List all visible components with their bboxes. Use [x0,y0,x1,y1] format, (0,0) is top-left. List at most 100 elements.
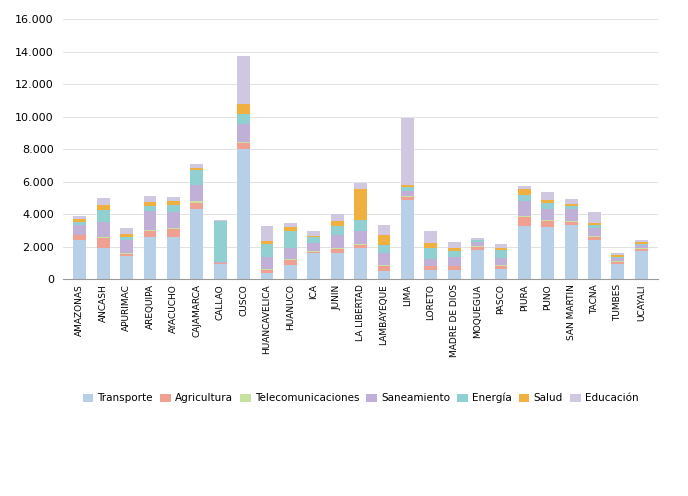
Bar [612,264,625,279]
Bar [261,273,273,279]
Bar [167,201,180,204]
Bar [120,256,133,279]
Bar [518,186,530,189]
Bar [588,228,601,236]
Bar [471,242,484,246]
Bar [565,199,578,204]
Bar [144,210,156,230]
Bar [518,201,530,216]
Bar [378,253,390,265]
Bar [167,204,180,212]
Bar [635,249,648,251]
Bar [424,270,437,279]
Bar [191,164,203,169]
Bar [191,169,203,170]
Bar [448,257,460,265]
Bar [74,219,86,222]
Bar [612,261,625,262]
Bar [120,240,133,253]
Bar [541,220,554,221]
Bar [191,203,203,209]
Bar [74,235,86,236]
Bar [565,209,578,221]
Bar [144,206,156,210]
Bar [565,206,578,209]
Bar [120,253,133,256]
Bar [237,114,250,124]
Bar [354,245,367,248]
Bar [471,247,484,250]
Bar [284,223,297,227]
Bar [588,236,601,237]
Bar [261,257,273,269]
Bar [518,227,530,279]
Bar [635,242,648,244]
Bar [635,251,648,279]
Bar [261,227,273,241]
Bar [378,271,390,279]
Bar [588,223,601,225]
Bar [495,265,507,269]
Bar [354,183,367,189]
Bar [612,256,625,258]
Bar [284,227,297,231]
Bar [261,241,273,245]
Bar [471,238,484,240]
Bar [612,258,625,261]
Bar [144,231,156,237]
Bar [191,201,203,203]
Bar [237,124,250,142]
Bar [308,243,320,251]
Bar [541,200,554,203]
Bar [284,231,297,248]
Bar [237,57,250,105]
Bar [331,248,343,249]
Bar [120,228,133,234]
Bar [237,149,250,279]
Bar [74,236,86,241]
Bar [120,237,133,240]
Bar [424,266,437,270]
Bar [424,259,437,265]
Bar [541,209,554,220]
Bar [331,221,343,226]
Bar [308,253,320,279]
Bar [97,238,109,248]
Bar [588,241,601,279]
Bar [424,248,437,259]
Bar [378,245,390,253]
Bar [97,198,109,204]
Bar [354,231,367,245]
Bar [471,250,484,279]
Bar [191,170,203,185]
Bar [448,242,460,248]
Bar [612,253,625,255]
Bar [97,204,109,210]
Bar [97,237,109,238]
Bar [214,221,226,262]
Bar [495,248,507,250]
Bar [401,196,413,197]
Bar [518,189,530,195]
Bar [448,266,460,270]
Bar [401,187,413,190]
Bar [331,252,343,279]
Bar [331,214,343,221]
Bar [424,265,437,266]
Bar [191,185,203,201]
Bar [612,255,625,256]
Bar [401,190,413,196]
Bar [541,227,554,279]
Bar [378,225,390,236]
Bar [261,245,273,257]
Bar [167,237,180,279]
Bar [144,202,156,206]
Bar [144,196,156,202]
Bar [541,191,554,200]
Bar [635,244,648,245]
Bar [331,236,343,248]
Bar [308,231,320,236]
Bar [308,237,320,243]
Bar [588,212,601,223]
Bar [448,265,460,266]
